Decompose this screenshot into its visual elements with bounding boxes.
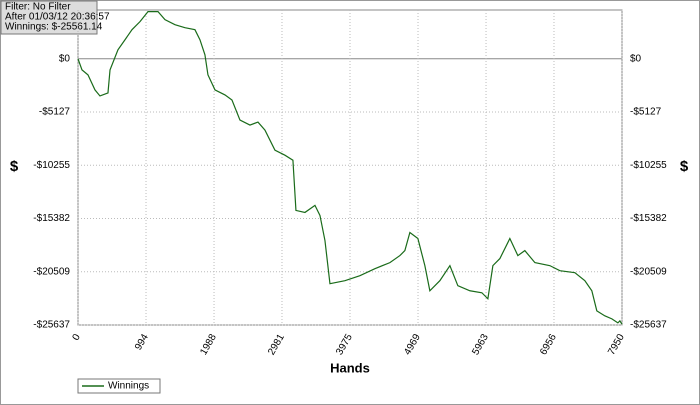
x-axis-title: Hands — [330, 360, 370, 375]
y2-tick-label: -$10255 — [630, 160, 667, 171]
y-tick-label: -$20509 — [33, 266, 70, 277]
x-tick-label: 0 — [71, 332, 84, 343]
info-line: Filter: No Filter — [5, 2, 71, 13]
y-tick-label: $0 — [59, 53, 71, 64]
y2-axis-title: $ — [680, 158, 689, 175]
y2-tick-label: -$20509 — [630, 266, 667, 277]
info-line: After 01/03/12 20:36:57 — [5, 12, 110, 23]
y-tick-label: -$10255 — [33, 160, 70, 171]
legend-label: Winnings — [108, 381, 149, 392]
y-tick-label: -$15382 — [33, 213, 70, 224]
y2-tick-label: -$5127 — [630, 107, 662, 118]
legend — [77, 378, 161, 394]
y-tick-label: -$25637 — [33, 320, 70, 331]
y-tick-label: -$5127 — [39, 107, 71, 118]
y2-tick-label: -$15382 — [630, 213, 667, 224]
info-line: Winnings: $-25561.14 — [5, 22, 103, 33]
y2-tick-label: -$25637 — [630, 320, 667, 331]
info-box — [0, 0, 98, 35]
y2-tick-label: $0 — [630, 53, 642, 64]
plot-area — [77, 9, 623, 326]
line-series — [77, 11, 623, 325]
y-axis-title: $ — [10, 158, 19, 175]
